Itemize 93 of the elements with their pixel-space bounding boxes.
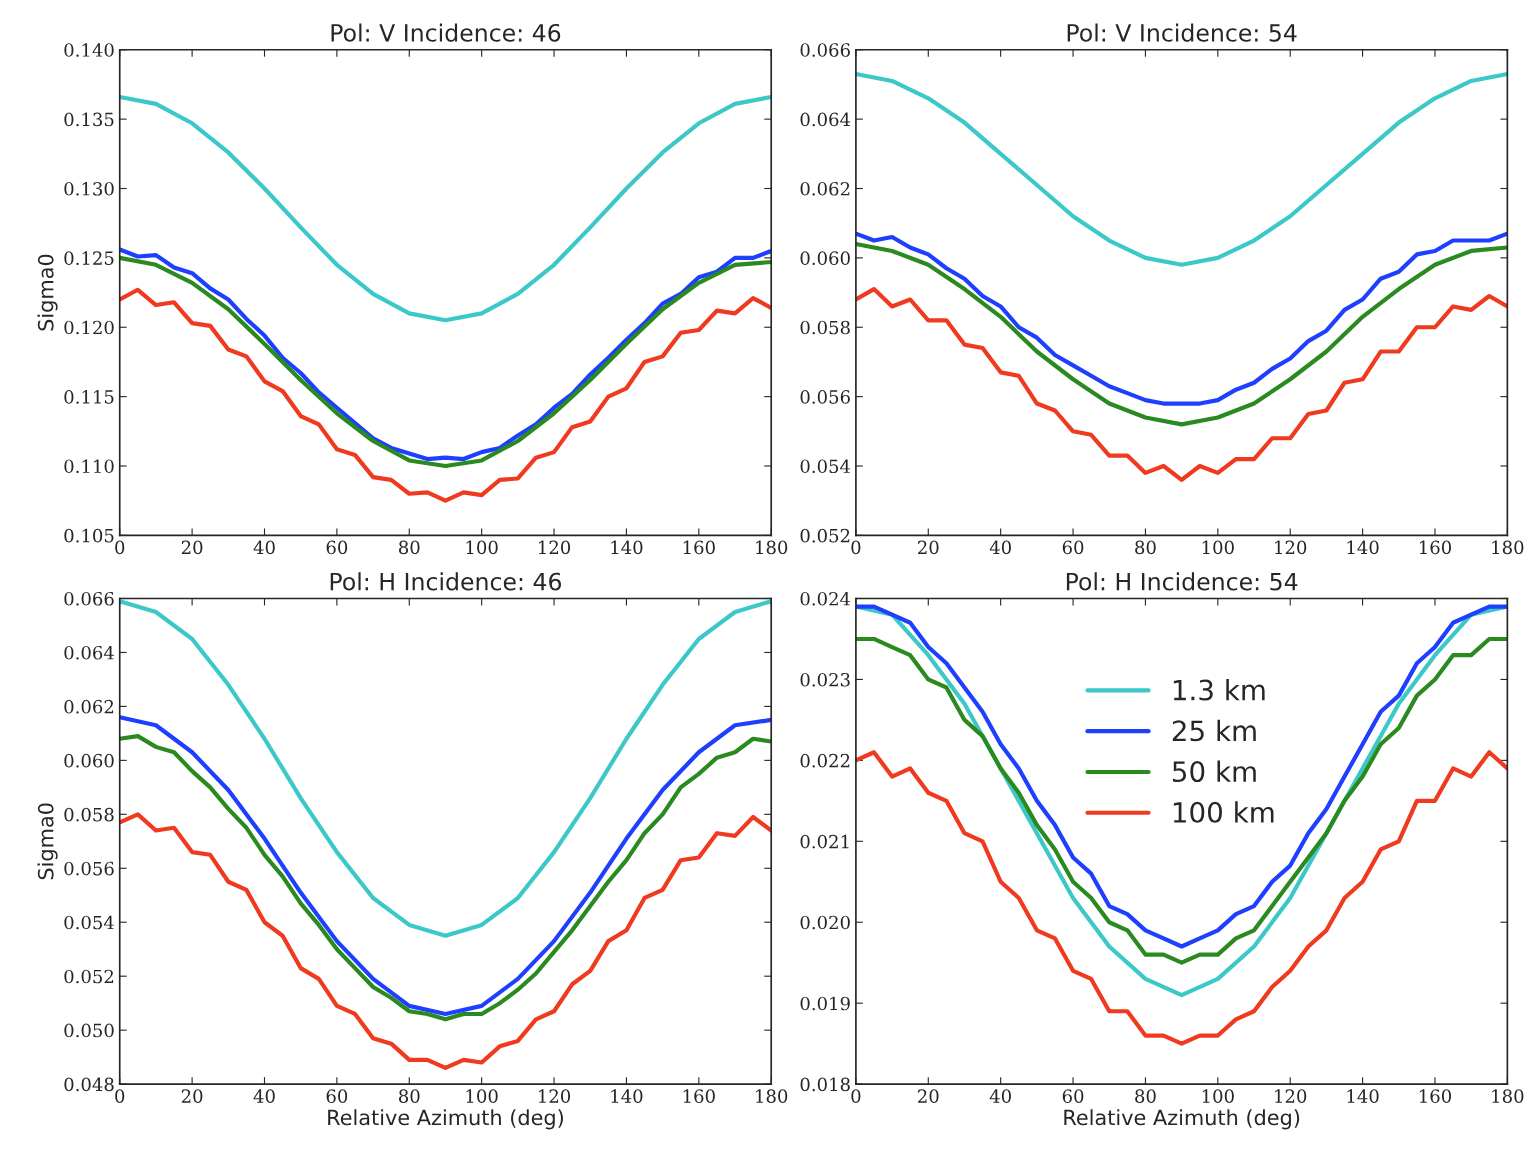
- x-tick-label: 0: [851, 1089, 861, 1103]
- x-tick-label: 20: [918, 1089, 939, 1103]
- x-tick-label: 100: [466, 1089, 498, 1103]
- x-tick-label: 140: [1347, 540, 1379, 555]
- x-tick-label: 160: [1419, 1089, 1452, 1103]
- line-series: [855, 71, 1508, 267]
- x-tick-label: 80: [398, 1089, 420, 1103]
- x-tick-label: 100: [1202, 1089, 1234, 1103]
- y-tick-label: 0.052: [64, 969, 114, 984]
- x-tick-label: 20: [181, 540, 203, 555]
- x-axis-title: Relative Azimuth (deg): [328, 1109, 563, 1130]
- x-tick-label: 60: [1062, 1089, 1084, 1103]
- legend-label: 25 km: [1172, 719, 1256, 742]
- x-tick-label: 60: [326, 540, 348, 555]
- x-tick-label: 180: [756, 1089, 788, 1103]
- y-tick-label: 0.120: [64, 320, 114, 335]
- y-tick-label: 0.056: [800, 390, 850, 404]
- x-tick-label: 40: [989, 1089, 1011, 1103]
- x-tick-label: 40: [253, 1089, 275, 1103]
- chart-title: Pol: H Incidence: 46: [330, 572, 562, 591]
- x-tick-label: 40: [253, 540, 275, 555]
- x-tick-label: 120: [1275, 1089, 1307, 1103]
- x-tick-label: 0: [115, 1089, 125, 1103]
- x-tick-label: 80: [398, 540, 420, 555]
- x-tick-label: 180: [756, 540, 788, 555]
- x-tick-label: 160: [683, 540, 715, 555]
- line-series: [855, 231, 1508, 406]
- y-tick-label: 0.060: [64, 753, 114, 768]
- y-tick-label: 0.058: [800, 320, 850, 335]
- x-tick-label: 180: [1492, 540, 1524, 555]
- y-tick-label: 0.022: [800, 753, 850, 768]
- x-tick-label: 20: [918, 540, 939, 555]
- x-tick-label: 140: [1347, 1089, 1379, 1103]
- y-tick-label: 0.062: [64, 699, 114, 714]
- line-series: [855, 287, 1508, 482]
- y-tick-label: 0.062: [800, 181, 850, 196]
- y-tick-label: 0.135: [64, 112, 114, 127]
- y-tick-label: 0.050: [64, 1023, 114, 1038]
- legend-label: 1.3 km: [1173, 679, 1265, 701]
- y-tick-label: 0.066: [800, 43, 850, 57]
- line-series: [855, 750, 1508, 1046]
- x-tick-label: 180: [1492, 1089, 1524, 1103]
- x-tick-label: 0: [851, 540, 861, 555]
- y-tick-label: 0.064: [64, 645, 114, 660]
- y-tick-label: 0.105: [64, 528, 114, 543]
- y-tick-label: 0.052: [800, 528, 850, 543]
- y-tick-label: 0.130: [64, 181, 114, 196]
- y-tick-label: 0.054: [64, 915, 114, 930]
- legend-label: 100 km: [1173, 801, 1274, 823]
- y-tick-label: 0.019: [800, 996, 850, 1011]
- x-tick-label: 120: [539, 1089, 571, 1103]
- x-tick-label: 140: [611, 1089, 643, 1103]
- y-tick-label: 0.064: [800, 112, 851, 127]
- x-tick-label: 20: [181, 1089, 203, 1103]
- x-tick-label: 100: [466, 540, 498, 555]
- y-tick-label: 0.054: [800, 459, 851, 474]
- chart-title: Pol: H Incidence: 54: [1066, 572, 1298, 591]
- x-tick-label: 100: [1202, 540, 1234, 555]
- y-tick-label: 0.125: [64, 251, 114, 265]
- legend-label: 50 km: [1172, 760, 1256, 783]
- y-tick-label: 0.056: [64, 861, 114, 876]
- y-axis-title: Sigma0: [37, 254, 58, 331]
- x-tick-label: 120: [539, 540, 571, 555]
- y-tick-label: 0.018: [800, 1077, 850, 1092]
- y-tick-label: 0.115: [64, 390, 114, 404]
- line-series: [119, 94, 772, 323]
- y-tick-label: 0.020: [800, 915, 850, 930]
- x-tick-label: 0: [115, 540, 125, 555]
- x-tick-label: 60: [1062, 540, 1084, 555]
- chart-title: Pol: V Incidence: 46: [331, 23, 561, 42]
- y-tick-label: 0.023: [800, 672, 850, 687]
- x-tick-label: 80: [1135, 540, 1156, 555]
- x-tick-label: 160: [1419, 540, 1452, 555]
- line-series: [119, 812, 772, 1071]
- x-tick-label: 120: [1275, 540, 1307, 555]
- y-tick-label: 0.110: [64, 459, 114, 474]
- chart-title: Pol: V Incidence: 54: [1067, 23, 1297, 42]
- y-tick-label: 0.021: [800, 834, 849, 849]
- y-tick-label: 0.024: [800, 591, 851, 606]
- y-tick-label: 0.140: [64, 43, 114, 57]
- x-tick-label: 140: [611, 540, 643, 555]
- x-tick-label: 40: [989, 540, 1011, 555]
- y-tick-label: 0.048: [64, 1077, 114, 1092]
- line-series: [119, 287, 772, 503]
- x-tick-label: 60: [326, 1089, 348, 1103]
- line-series: [855, 241, 1508, 427]
- x-tick-label: 80: [1135, 1089, 1156, 1103]
- y-tick-label: 0.066: [64, 591, 114, 606]
- y-tick-label: 0.058: [64, 807, 114, 822]
- y-tick-label: 0.060: [800, 251, 850, 265]
- x-tick-label: 160: [683, 1089, 715, 1103]
- y-axis-title: Sigma0: [37, 803, 58, 880]
- x-axis-title: Relative Azimuth (deg): [1064, 1109, 1300, 1130]
